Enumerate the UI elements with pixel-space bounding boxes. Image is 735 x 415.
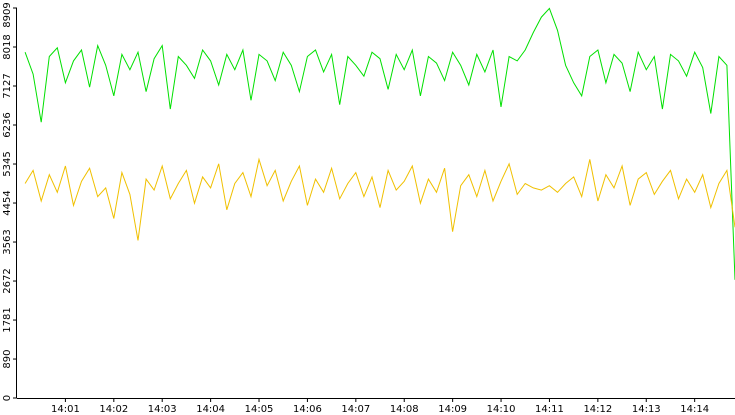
y-tick-label: 5345 (2, 151, 13, 176)
x-tick-label: 14:05 (245, 404, 274, 415)
y-tick-label: 3563 (2, 229, 13, 254)
plot-area (24, 7, 735, 280)
x-tick-label: 14:01 (51, 404, 80, 415)
x-tick-label: 14:14 (680, 404, 709, 415)
x-tick-label: 14:02 (99, 404, 128, 415)
x-tick-label: 14:07 (341, 404, 370, 415)
y-tick-label: 4454 (2, 190, 13, 215)
y-tick-label: 0 (2, 395, 13, 401)
x-tick-label: 14:10 (487, 404, 516, 415)
y-tick-label: 2672 (2, 268, 13, 293)
y-tick-label: 890 (2, 349, 13, 368)
data-line (24, 7, 735, 280)
data-line (24, 157, 735, 241)
x-tick-label: 14:08 (390, 404, 419, 415)
x-tick-label: 14:03 (148, 404, 177, 415)
x-tick-label: 14:12 (583, 404, 612, 415)
y-tick-label: 1781 (2, 307, 13, 332)
x-tick-label: 14:11 (535, 404, 564, 415)
y-tick-label: 6236 (2, 112, 13, 137)
y-tick-label: 7127 (2, 73, 13, 98)
y-tick-label: 8909 (2, 2, 13, 27)
x-tick-label: 14:04 (196, 404, 225, 415)
x-tick-label: 14:13 (632, 404, 661, 415)
x-tick-label: 14:06 (293, 404, 322, 415)
x-tick-label: 14:09 (438, 404, 467, 415)
y-tick-label: 8018 (2, 34, 13, 59)
